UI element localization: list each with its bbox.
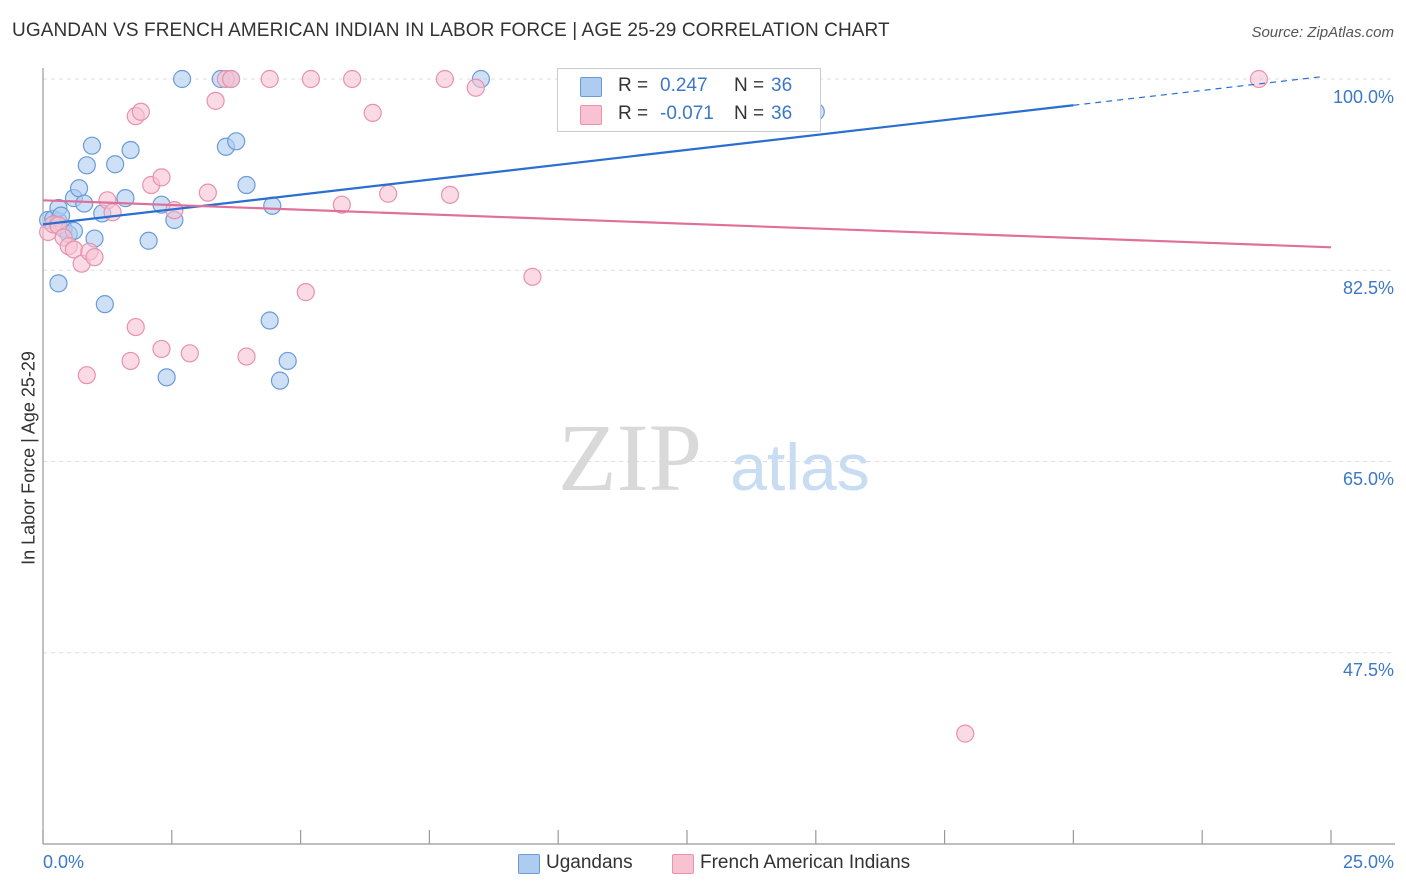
data-point-ugandans (263, 196, 282, 215)
x-tick-label-min: 0.0% (43, 852, 85, 872)
data-point-french-american-indians (221, 69, 241, 89)
y-tick-label-47-5: 47.5% (1342, 660, 1394, 680)
data-point-ugandans (69, 179, 89, 198)
trend-line-ugandans (42, 104, 1074, 226)
data-point-french-american-indians (956, 724, 975, 743)
trend-line-french-american-indians (42, 199, 1332, 249)
data-point-french-american-indians (103, 203, 122, 222)
data-point-french-american-indians (363, 103, 382, 122)
data-point-ugandans (49, 274, 68, 293)
watermark-atlas: atlas (730, 430, 869, 504)
watermark: ZIP atlas (558, 404, 870, 511)
legend-label-french-american-indians: French American Indians (700, 852, 911, 873)
y-tick-label-82-5: 82.5% (1342, 278, 1394, 298)
n-value: 36 (771, 103, 793, 124)
x-tick-label-max: 25.0% (1342, 852, 1394, 872)
stats-legend: R = 0.247 N = 36 R = -0.071 N = 36 (557, 68, 821, 132)
data-point-ugandans (157, 368, 176, 387)
y-axis-label: In Labor Force | Age 25-29 (18, 351, 39, 565)
data-point-ugandans (260, 311, 279, 330)
data-point-ugandans (278, 351, 297, 371)
data-point-french-american-indians (152, 339, 171, 359)
axes-layer (42, 68, 1395, 845)
data-point-french-american-indians (180, 344, 199, 363)
grid-layer (43, 78, 1395, 654)
data-point-ugandans (270, 371, 290, 390)
legend-label-ugandans: Ugandans (546, 852, 633, 873)
n-label: N = (734, 103, 765, 124)
data-point-ugandans (173, 69, 192, 89)
data-point-french-american-indians (435, 69, 454, 89)
data-point-french-american-indians (126, 317, 145, 337)
data-point-ugandans (82, 136, 102, 155)
data-point-french-american-indians (523, 267, 542, 286)
r-label: R = (618, 103, 649, 124)
french-american-indians-swatch (580, 105, 602, 125)
data-point-ugandans (139, 231, 158, 250)
chart-title: UGANDAN VS FRENCH AMERICAN INDIAN IN LAB… (12, 20, 890, 41)
n-value: 36 (771, 75, 793, 96)
data-point-ugandans (237, 175, 256, 195)
ugandans-legend-swatch (518, 854, 540, 874)
data-point-french-american-indians (301, 69, 321, 89)
data-point-french-american-indians (332, 195, 351, 214)
data-point-french-american-indians (85, 248, 104, 267)
data-point-french-american-indians (121, 351, 140, 371)
trend-line-extension-ugandans (1073, 76, 1321, 106)
stats-row-ugandans: R = 0.247 N = 36 (558, 72, 820, 100)
watermark-zip: ZIP (558, 404, 702, 511)
r-label: R = (618, 75, 649, 96)
data-point-ugandans (77, 156, 96, 175)
data-point-french-american-indians (466, 78, 485, 97)
data-point-french-american-indians (379, 184, 398, 203)
series-legend: Ugandans French American Indians (0, 852, 1406, 878)
y-tick-label-65: 65.0% (1342, 469, 1394, 489)
r-value: 0.247 (660, 75, 708, 96)
n-label: N = (734, 75, 765, 96)
points-layer (39, 69, 1268, 743)
data-point-ugandans (227, 132, 246, 151)
source-label: Source: ZipAtlas.com (1251, 24, 1394, 41)
data-point-french-american-indians (152, 168, 171, 187)
data-point-french-american-indians (343, 69, 362, 89)
data-point-french-american-indians (440, 185, 460, 204)
data-point-ugandans (95, 295, 114, 314)
data-point-french-american-indians (77, 366, 96, 385)
data-point-french-american-indians (237, 347, 256, 366)
french-american-indians-legend-swatch (672, 854, 694, 874)
y-tick-label-100: 100.0% (1332, 87, 1394, 107)
data-point-french-american-indians (198, 183, 217, 202)
stats-row-french-american-indians: R = -0.071 N = 36 (558, 100, 820, 128)
data-point-ugandans (121, 140, 140, 160)
data-point-ugandans (75, 194, 94, 213)
data-point-ugandans (106, 155, 125, 174)
data-point-french-american-indians (206, 91, 225, 110)
data-point-french-american-indians (296, 283, 315, 302)
r-value: -0.071 (660, 103, 714, 124)
data-point-french-american-indians (131, 102, 150, 121)
data-point-french-american-indians (260, 69, 279, 89)
trend-layer (42, 76, 1332, 249)
ugandans-swatch (580, 77, 602, 97)
